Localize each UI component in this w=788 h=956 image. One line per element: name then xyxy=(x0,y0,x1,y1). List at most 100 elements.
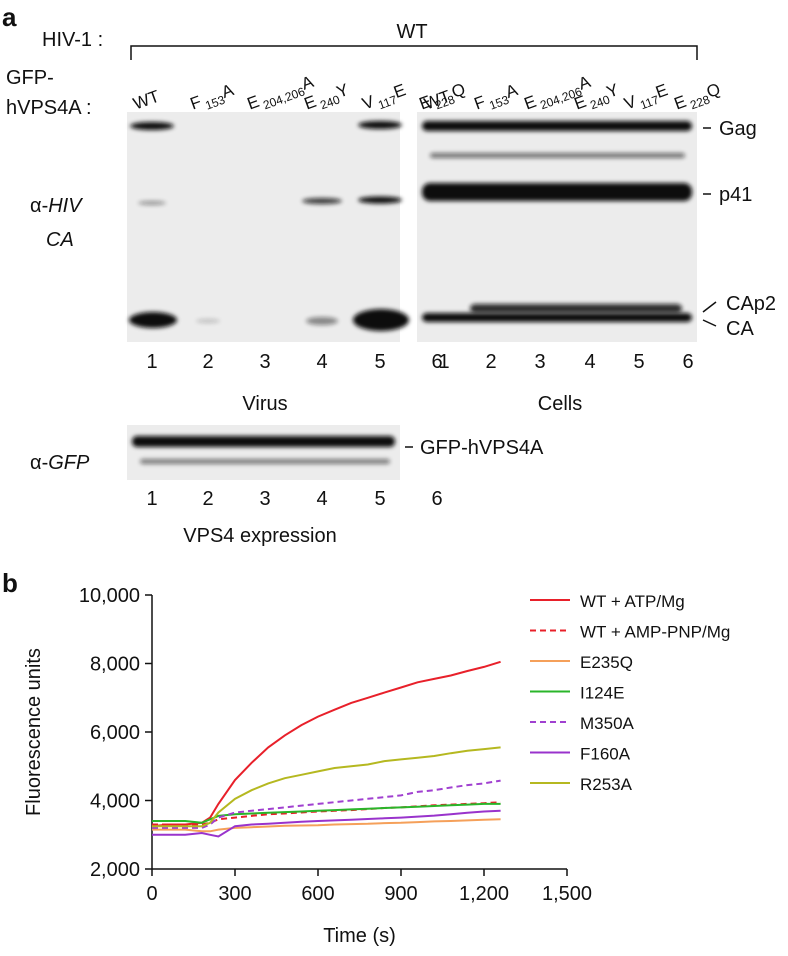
lane-label-part: E xyxy=(245,92,262,114)
blot-gfp xyxy=(127,425,400,480)
series-line xyxy=(152,779,501,829)
band xyxy=(358,196,402,204)
x-tick-label: 0 xyxy=(146,883,157,905)
bracket xyxy=(130,45,698,60)
lane-number: 1 xyxy=(438,351,449,373)
gfp-label: GFP- xyxy=(6,67,54,89)
lane-label-part: 228 xyxy=(433,92,457,112)
band xyxy=(358,121,402,129)
y-axis-label: Fluorescence units xyxy=(23,648,45,816)
band xyxy=(422,313,692,322)
series-line xyxy=(152,802,501,824)
lane-label: WT xyxy=(131,87,162,114)
lane-label-part: E xyxy=(302,92,319,114)
lane-number: 3 xyxy=(534,351,545,373)
lane-label: V117E xyxy=(360,80,410,117)
lane-number: 5 xyxy=(374,351,385,373)
blot-cells xyxy=(417,112,697,342)
lane-number: 6 xyxy=(431,488,442,510)
lane-label: WT xyxy=(422,87,453,114)
bands-virus xyxy=(129,121,409,331)
y-tick-label: 4,000 xyxy=(90,791,140,813)
legend-label: R253A xyxy=(580,775,633,794)
lane-label-part: 240 xyxy=(318,92,342,112)
panel-label: b xyxy=(2,568,18,598)
y-tick-label: 6,000 xyxy=(90,722,140,744)
antibody-prefix: α- xyxy=(30,452,48,474)
lane-label-part: F xyxy=(188,92,204,113)
lane-number: 6 xyxy=(682,351,693,373)
panel-label: a xyxy=(2,2,17,32)
band xyxy=(140,459,390,464)
band xyxy=(422,183,692,201)
hiv-value: WT xyxy=(396,21,427,43)
lane-number: 1 xyxy=(146,488,157,510)
antibody-prefix: α- xyxy=(30,195,48,217)
band xyxy=(422,121,692,131)
lane-label-part: 228 xyxy=(688,92,712,112)
lane-number: 3 xyxy=(259,351,270,373)
lane-label-part: 240 xyxy=(588,92,612,112)
x-tick-label: 300 xyxy=(218,883,251,905)
lane-label: F153A xyxy=(472,80,523,117)
band-label: GFP-hVPS4A xyxy=(420,437,544,459)
band-label: p41 xyxy=(719,184,752,206)
gfp-label: hVPS4A : xyxy=(6,97,92,119)
band xyxy=(470,304,682,313)
lane-label: E228Q xyxy=(672,79,725,117)
lane-number: 2 xyxy=(485,351,496,373)
legend-label: E235Q xyxy=(580,653,633,672)
legend-label: F160A xyxy=(580,745,631,764)
lane-label-part: WT xyxy=(422,87,453,114)
bands-cells xyxy=(422,121,692,322)
legend-label: M350A xyxy=(580,714,635,733)
band-label: CA xyxy=(726,318,754,340)
hiv-label: HIV-1 : xyxy=(42,29,103,51)
lane-label: V117E xyxy=(622,80,672,117)
lane-label-part: V xyxy=(360,92,378,114)
bands-gfp xyxy=(132,436,395,464)
band xyxy=(302,198,342,204)
lane-number: 1 xyxy=(146,351,157,373)
lane-number: 3 xyxy=(259,488,270,510)
band xyxy=(430,153,685,158)
y-tick-label: 10,000 xyxy=(79,585,140,607)
lane-label-part: 117 xyxy=(638,93,661,113)
band xyxy=(132,436,395,447)
y-tick-label: 8,000 xyxy=(90,654,140,676)
group-label: VPS4 expression xyxy=(183,525,336,547)
legend-label: WT + AMP-PNP/Mg xyxy=(580,623,730,642)
x-tick-label: 1,200 xyxy=(459,883,509,905)
legend-label: I124E xyxy=(580,684,624,703)
band xyxy=(129,312,177,328)
antibody-name: GFP xyxy=(48,452,90,474)
blot-virus xyxy=(127,112,400,342)
lane-label-part: E xyxy=(672,92,689,114)
lane-number: 4 xyxy=(316,488,327,510)
lane-number: 5 xyxy=(633,351,644,373)
series-line xyxy=(151,660,501,828)
lane-number: 5 xyxy=(374,488,385,510)
lane-label-part: E xyxy=(522,92,539,114)
band xyxy=(138,201,166,205)
lane-label-part: 204,206 xyxy=(261,84,307,112)
lane-number: 4 xyxy=(584,351,595,373)
band xyxy=(353,309,409,331)
band-tick xyxy=(702,319,717,327)
lane-label-part: WT xyxy=(131,87,162,114)
x-tick-label: 1,500 xyxy=(542,883,592,905)
antibody-label: α-HIV xyxy=(30,195,83,217)
lane-number: 6 xyxy=(431,351,442,373)
x-axis-label: Time (s) xyxy=(323,925,396,947)
series-line xyxy=(152,809,501,838)
y-tick-label: 2,000 xyxy=(90,859,140,881)
lane-label-part: Q xyxy=(449,79,468,101)
group-label: Cells xyxy=(538,393,582,415)
antibody-name: HIV xyxy=(48,195,83,217)
lane-label-part: F xyxy=(472,92,488,113)
band-label: Gag xyxy=(719,118,757,140)
group-label: Virus xyxy=(242,393,287,415)
lane-label-part: V xyxy=(622,92,640,114)
lane-label-part: E xyxy=(572,92,589,114)
